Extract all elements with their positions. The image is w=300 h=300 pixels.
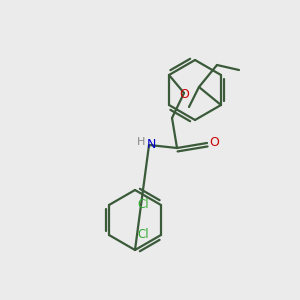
Text: Cl: Cl (137, 229, 149, 242)
Text: O: O (209, 136, 219, 149)
Text: N: N (146, 139, 156, 152)
Text: Cl: Cl (137, 199, 149, 212)
Text: H: H (137, 137, 145, 147)
Text: O: O (179, 88, 189, 100)
